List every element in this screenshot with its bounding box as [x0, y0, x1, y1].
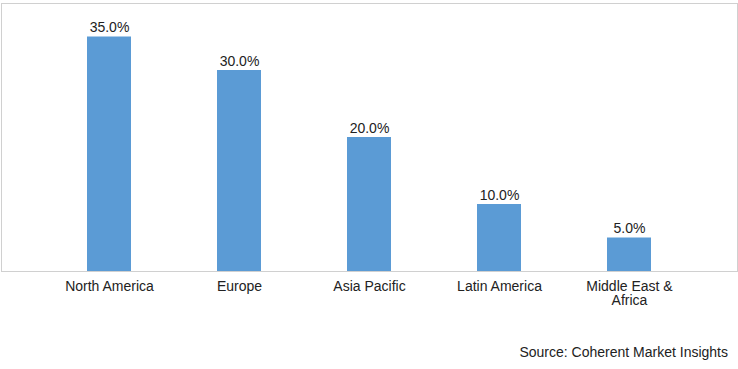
svg-text:North America: North America	[65, 278, 154, 294]
svg-text:35.0%: 35.0%	[90, 19, 130, 35]
svg-text:30.0%: 30.0%	[220, 53, 260, 69]
svg-text:10.0%: 10.0%	[480, 187, 520, 203]
svg-text:Latin America: Latin America	[457, 278, 542, 294]
svg-text:Asia Pacific: Asia Pacific	[333, 278, 405, 294]
svg-text:Middle East &Africa: Middle East &Africa	[586, 278, 673, 308]
svg-text:20.0%: 20.0%	[350, 120, 390, 136]
svg-text:Europe: Europe	[217, 278, 262, 294]
svg-text:5.0%: 5.0%	[614, 220, 646, 236]
html-text:Source: Coherent Market Insigh: Source: Coherent Market Insights	[519, 344, 728, 360]
